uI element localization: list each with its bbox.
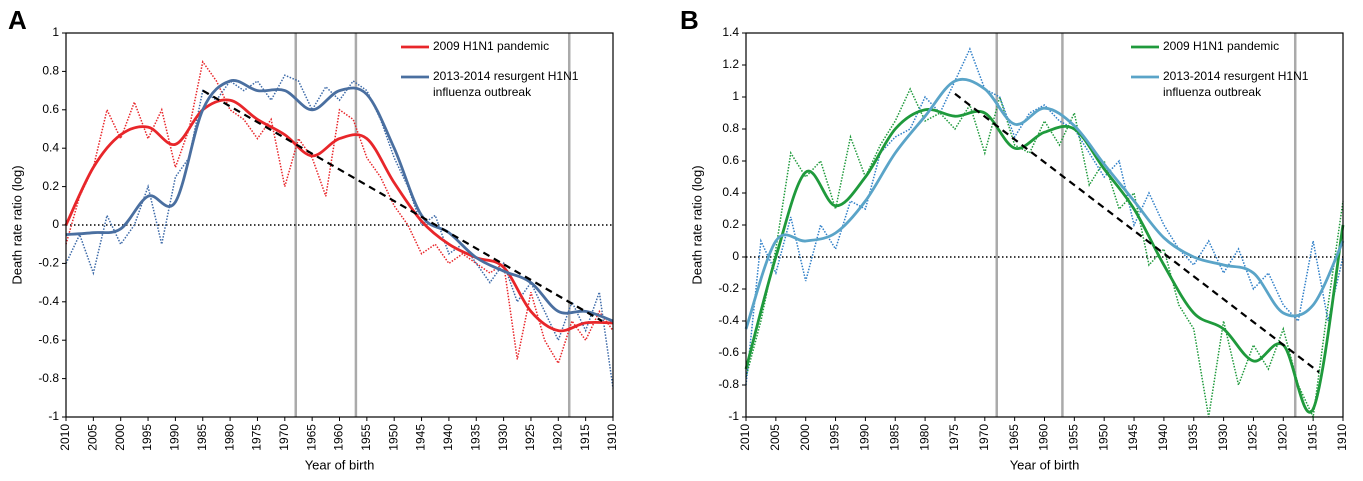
x-axis-title: Year of birth xyxy=(305,457,375,472)
x-tick-label: 1980 xyxy=(917,424,931,451)
x-tick-label: 1915 xyxy=(578,424,592,451)
y-tick-label: -0.2 xyxy=(718,281,739,295)
legend-label: 2009 H1N1 pandemic xyxy=(1163,39,1279,53)
x-tick-label: 1930 xyxy=(496,424,510,451)
y-tick-label: 1.4 xyxy=(722,25,739,39)
plot-frame xyxy=(745,32,1344,418)
x-tick-label: 1910 xyxy=(605,424,619,451)
x-tick-label: 1980 xyxy=(222,424,236,451)
x-tick-label: 1930 xyxy=(1216,424,1230,451)
x-tick-label: 1990 xyxy=(168,424,182,451)
x-tick-label: 1935 xyxy=(468,424,482,451)
x-tick-label: 1970 xyxy=(277,424,291,451)
x-tick-label: 1940 xyxy=(1156,424,1170,451)
plot-frame xyxy=(65,32,614,418)
x-tick-label: 1920 xyxy=(550,424,564,451)
y-tick-label: 0.2 xyxy=(42,179,59,193)
x-tick-label: 2005 xyxy=(86,424,100,451)
x-tick-label: 1950 xyxy=(386,424,400,451)
x-tick-label: 1910 xyxy=(1335,424,1349,451)
y-tick-label: 0.6 xyxy=(722,153,739,167)
y-tick-label: 0.2 xyxy=(722,217,739,231)
y-tick-label: 1 xyxy=(52,25,59,39)
x-tick-label: 2000 xyxy=(798,424,812,451)
x-tick-label: 1925 xyxy=(1246,424,1260,451)
y-tick-label: 0.8 xyxy=(722,121,739,135)
x-tick-label: 1940 xyxy=(441,424,455,451)
y-tick-label: 0 xyxy=(52,217,59,231)
x-tick-label: 1925 xyxy=(523,424,537,451)
x-tick-label: 1975 xyxy=(250,424,264,451)
x-tick-label: 1915 xyxy=(1305,424,1319,451)
y-tick-label: 0.6 xyxy=(42,102,59,116)
y-tick-label: -0.2 xyxy=(38,256,59,270)
x-tick-label: 1935 xyxy=(1186,424,1200,451)
panel: A -1 -0.8 -0.6 -0.4 -0.2 0 0.2 0.4 0.6 0.8 1 2010 200… xyxy=(8,5,619,473)
x-tick-label: 1975 xyxy=(947,424,961,451)
x-tick-label: 1920 xyxy=(1275,424,1289,451)
y-tick-label: -0.6 xyxy=(718,345,739,359)
x-tick-label: 1955 xyxy=(1067,424,1081,451)
y-tick-label: 0 xyxy=(732,249,739,263)
y-tick-label: -1 xyxy=(728,409,739,423)
y-tick-label: -0.4 xyxy=(718,313,739,327)
panel-letter: B xyxy=(680,5,699,35)
y-tick-label: -1 xyxy=(48,409,59,423)
y-tick-label: -0.8 xyxy=(38,371,59,385)
smooth-line xyxy=(744,108,1345,414)
x-tick-label: 1990 xyxy=(858,424,872,451)
smooth-line xyxy=(64,98,614,333)
legend-label: 2013-2014 resurgent H1N1 influenza outbre… xyxy=(433,69,579,99)
y-tick-label: 0.4 xyxy=(722,185,739,199)
smooth-line xyxy=(744,77,1345,330)
x-tick-label: 2010 xyxy=(58,424,72,451)
raw-line xyxy=(65,59,614,366)
x-tick-label: 1960 xyxy=(1037,424,1051,451)
x-tick-label: 1965 xyxy=(304,424,318,451)
x-tick-label: 1945 xyxy=(1126,424,1140,451)
x-tick-label: 1995 xyxy=(828,424,842,451)
x-tick-label: 1985 xyxy=(887,424,901,451)
x-tick-label: 2010 xyxy=(738,424,752,451)
y-tick-label: 0.8 xyxy=(42,64,59,78)
x-tick-label: 1950 xyxy=(1096,424,1110,451)
y-tick-label: -0.4 xyxy=(38,294,59,308)
x-tick-label: 2000 xyxy=(113,424,127,451)
trend-line xyxy=(202,89,603,322)
legend-label: 2013-2014 resurgent H1N1 influenza outbre… xyxy=(1163,69,1309,99)
panel-letter: A xyxy=(8,5,27,35)
raw-line xyxy=(65,74,614,389)
y-tick-label: -0.6 xyxy=(38,332,59,346)
y-tick-label: -0.8 xyxy=(718,377,739,391)
x-tick-label: 1970 xyxy=(977,424,991,451)
y-axis-title: Death rate ratio (log) xyxy=(689,165,704,284)
x-tick-label: 1960 xyxy=(332,424,346,451)
y-axis-title: Death rate ratio (log) xyxy=(9,165,24,284)
x-tick-label: 1945 xyxy=(414,424,428,451)
y-tick-label: 1 xyxy=(732,89,739,103)
x-tick-label: 1965 xyxy=(1007,424,1021,451)
legend-label: 2009 H1N1 pandemic xyxy=(433,39,549,53)
raw-line xyxy=(745,47,1344,386)
raw-line xyxy=(745,87,1344,420)
x-tick-label: 2005 xyxy=(768,424,782,451)
smooth-line xyxy=(65,79,614,323)
y-tick-label: 0.4 xyxy=(42,140,59,154)
trend-line xyxy=(954,92,1320,374)
panel: B -1 -0.8 -0.6 -0.4 -0.2 0 0.2 0.4 0.6 0.8 1 1.2 1.4 2… xyxy=(680,5,1349,473)
x-tick-label: 1955 xyxy=(359,424,373,451)
x-tick-label: 1995 xyxy=(140,424,154,451)
y-tick-label: 1.2 xyxy=(722,57,739,71)
x-axis-title: Year of birth xyxy=(1010,457,1080,472)
x-tick-label: 1985 xyxy=(195,424,209,451)
